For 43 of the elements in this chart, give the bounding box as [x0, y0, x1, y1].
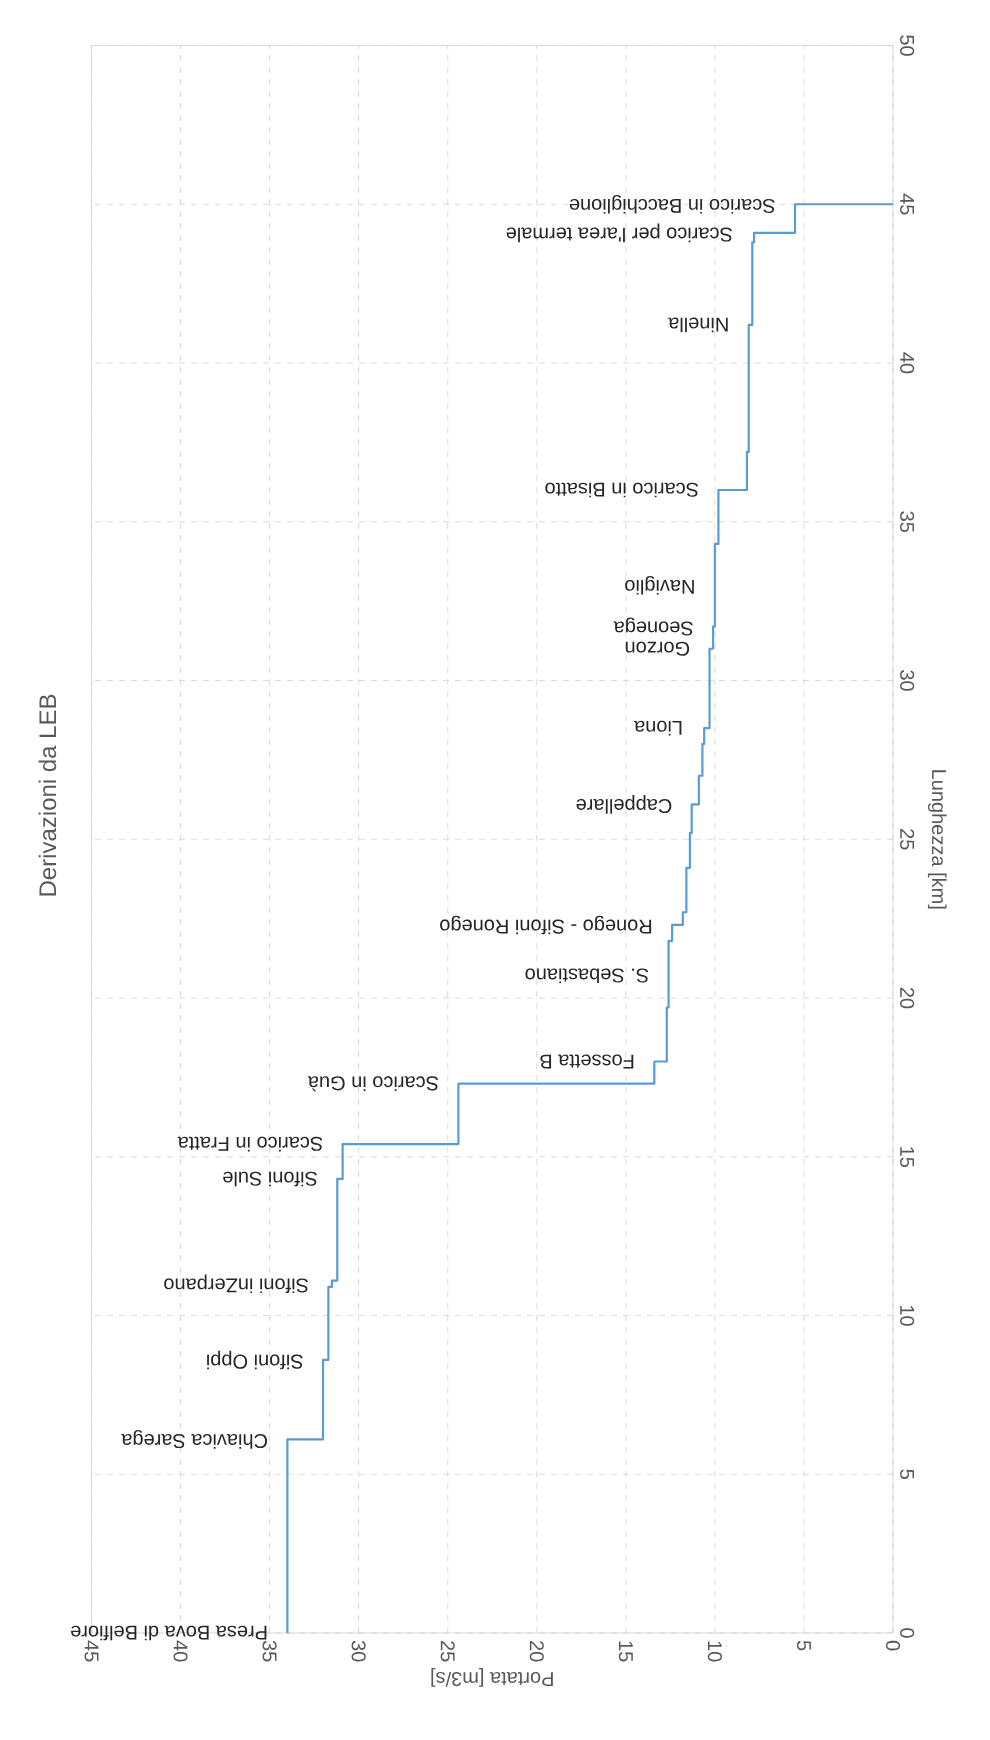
- annotation: Ronego - Sifoni Ronego: [440, 915, 652, 935]
- y-axis-title: Lunghezza [km]: [927, 770, 947, 909]
- annotation: Chiavica Sarega: [121, 1430, 268, 1449]
- annotation: Naviglio: [625, 575, 694, 595]
- y-tick-label: 15: [900, 1147, 915, 1168]
- x-tick-label: 45: [84, 1640, 99, 1662]
- y-tick-label: 50: [900, 35, 915, 56]
- annotation: Scarico in Fratta: [177, 1136, 323, 1152]
- y-tick-label: 10: [900, 1305, 915, 1326]
- annotation: Scarico in Guà: [307, 1076, 439, 1092]
- annotation: Scarico in Bacchiglione: [569, 194, 775, 214]
- y-tick-label: 30: [900, 670, 915, 691]
- x-tick-label: 15: [618, 1641, 633, 1662]
- annotation: Seonega: [613, 617, 693, 636]
- annotation: Scarico in Bisatto: [545, 482, 699, 498]
- x-tick-label: 20: [529, 1641, 544, 1662]
- x-tick-label: 0: [885, 1640, 901, 1651]
- annotation: Sifoni Sule: [223, 1171, 317, 1187]
- annotation: Presa Bova di Belfiore: [71, 1625, 267, 1641]
- annotation: Sifoni Oppi: [207, 1350, 303, 1370]
- x-axis-title: Portata [m3/s]: [431, 1668, 553, 1687]
- y-tick-label: 5: [900, 1469, 915, 1479]
- annotation: Scarico per l'area termale: [506, 223, 732, 243]
- x-tick-label: 5: [796, 1640, 811, 1651]
- text: Derivazioni da LEB: [38, 694, 57, 896]
- annotation: S. Sebastiano: [525, 968, 649, 984]
- annotation: Ninella: [668, 317, 728, 333]
- x-tick-label: 10: [707, 1641, 722, 1662]
- annotation: Liona: [634, 720, 682, 736]
- y-tick-label: 40: [900, 352, 915, 374]
- y-tick-label: 25: [900, 829, 915, 850]
- x-tick-label: 35: [262, 1640, 277, 1662]
- x-tick-label: 30: [351, 1640, 366, 1662]
- y-tick-label: 0: [900, 1628, 915, 1638]
- y-tick-label: 20: [900, 987, 915, 1009]
- annotation: Fossetta B: [540, 1054, 634, 1069]
- y-tick-label: 35: [900, 511, 915, 533]
- x-tick-label: 25: [440, 1641, 455, 1662]
- annotation: Gorzon: [625, 641, 690, 656]
- x-tick-label: 40: [173, 1640, 188, 1662]
- annotation: Sifoni inZerpano: [164, 1274, 309, 1294]
- annotation: Cappellare: [576, 795, 672, 814]
- y-tick-label: 45: [900, 193, 915, 215]
